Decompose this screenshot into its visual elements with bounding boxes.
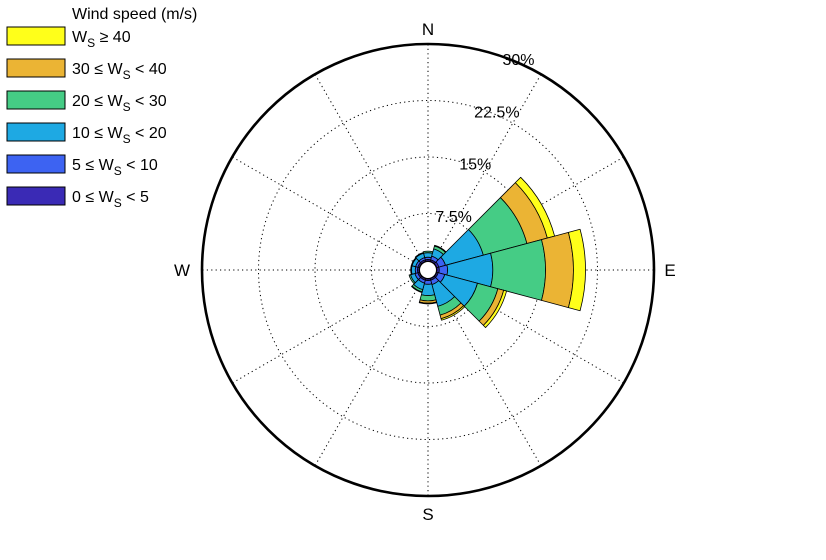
direction-label-w: W <box>174 261 190 280</box>
legend-label-ws30: 30 ≤ WS < 40 <box>72 61 167 82</box>
legend-label-symbol: W <box>107 61 123 78</box>
radial-tick-label-0: 7.5% <box>435 209 471 226</box>
legend-label-suffix: < 10 <box>122 157 158 174</box>
legend-swatch-ws30 <box>6 58 66 78</box>
direction-label-s: S <box>422 505 433 524</box>
legend-label-subscript: S <box>114 196 122 210</box>
wind-rose-bars <box>408 176 586 328</box>
direction-label-e: E <box>664 261 675 280</box>
bar-150-ws40 <box>440 305 466 321</box>
direction-labels: N E S W 7.5% 15% 22.5% 30% <box>174 20 676 524</box>
legend-label-ws0: 0 ≤ WS < 5 <box>72 189 149 210</box>
radial-tick-label-3: 30% <box>502 52 534 69</box>
legend-label-prefix: 5 ≤ <box>72 157 99 174</box>
legend-label-ws5: 5 ≤ WS < 10 <box>72 157 158 178</box>
grid-ring-2 <box>258 100 598 440</box>
outer-circle <box>200 42 656 498</box>
legend-label-ws10: 10 ≤ WS < 20 <box>72 125 167 146</box>
bar-240-ws20 <box>408 274 416 285</box>
legend-label-symbol: W <box>72 29 88 46</box>
legend-label-subscript: S <box>123 68 131 82</box>
legend-label-suffix: < 5 <box>122 189 149 206</box>
legend-label-prefix: 0 ≤ <box>72 189 99 206</box>
bar-180-ws20 <box>419 294 437 302</box>
legend-swatch-ws10 <box>6 122 66 142</box>
bar-90-ws40 <box>568 228 586 312</box>
legend-label-suffix: < 20 <box>131 125 167 142</box>
legend-label-subscript: S <box>123 132 131 146</box>
bar-330-ws20 <box>414 252 424 259</box>
legend-label-symbol: W <box>99 157 115 174</box>
bar-90-ws30 <box>541 231 574 309</box>
legend-swatch-ws5 <box>6 154 66 174</box>
legend-label-symbol: W <box>107 93 123 110</box>
center-hole <box>418 260 438 280</box>
legend-label-prefix: 30 ≤ <box>72 61 107 78</box>
legend-label-symbol: W <box>107 125 123 142</box>
bar-180-ws40 <box>418 301 438 305</box>
bar-210-ws30 <box>411 285 423 293</box>
bar-270-ws20 <box>410 265 413 275</box>
legend-swatch-ws20 <box>6 90 66 110</box>
legend-label-symbol: W <box>99 189 115 206</box>
legend-label-prefix: 20 ≤ <box>72 93 107 110</box>
outer-ring <box>200 42 656 498</box>
legend-label-prefix: 10 ≤ <box>72 125 107 142</box>
bar-0-ws20 <box>422 250 434 254</box>
grid-spoke-210 <box>314 269 429 466</box>
radial-tick-label-2: 22.5% <box>474 104 519 121</box>
legend-label-ws20: 20 ≤ WS < 30 <box>72 93 167 114</box>
radial-tick-label-1: 15% <box>459 157 491 174</box>
grid-spoke-330 <box>314 74 429 271</box>
legend-label-subscript: S <box>114 164 122 178</box>
legend-label-ws40: WS ≥ 40 <box>72 29 131 50</box>
legend-label-suffix: < 40 <box>131 61 167 78</box>
legend-swatch-ws40 <box>6 26 66 46</box>
legend-label-suffix: < 30 <box>131 93 167 110</box>
legend-label-subscript: S <box>87 36 95 50</box>
legend-label-subscript: S <box>123 100 131 114</box>
legend-label-suffix: ≥ 40 <box>95 29 131 46</box>
legend-swatch-ws0 <box>6 186 66 206</box>
bar-120-ws40 <box>482 289 507 328</box>
legend-title: Wind speed (m/s) <box>72 6 197 23</box>
direction-label-n: N <box>422 20 434 39</box>
